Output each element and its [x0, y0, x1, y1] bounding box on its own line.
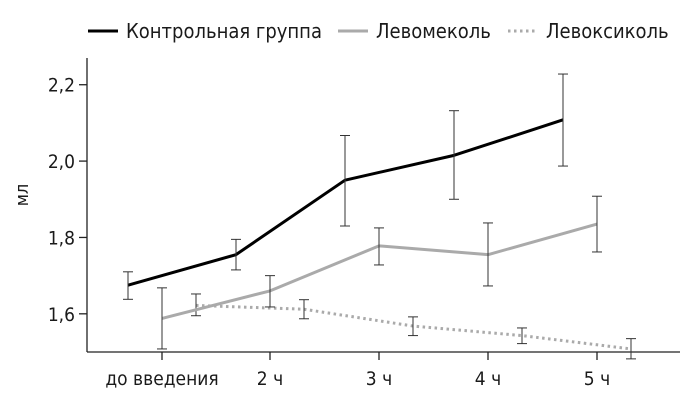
legend-label: Левоксиколь — [546, 19, 669, 43]
error-bar — [123, 271, 133, 300]
error-bar — [517, 327, 527, 345]
error-bar — [157, 287, 167, 350]
legend-label: Контрольная группа — [126, 19, 322, 43]
error-bar — [191, 293, 201, 317]
error-bar — [626, 338, 636, 360]
y-axis-label: мл — [12, 184, 33, 207]
error-bar — [340, 135, 350, 227]
error-bar — [483, 222, 493, 287]
error-bar — [265, 275, 275, 308]
legend-item-3: Левоксиколь — [508, 19, 669, 43]
y-tick-label: 1,6 — [48, 304, 75, 326]
x-tick-label: 3 ч — [366, 368, 392, 390]
legend-label: Левомеколь — [376, 19, 491, 43]
y-tick-label: 2,2 — [48, 75, 75, 97]
y-tick-label: 2,0 — [48, 151, 75, 173]
error-bar — [558, 73, 568, 167]
y-tick-label: 1,8 — [48, 227, 75, 249]
error-bar — [374, 227, 384, 266]
series-3 — [191, 293, 636, 360]
series-2 — [157, 195, 602, 350]
error-bar — [408, 316, 418, 337]
error-bar — [449, 110, 459, 200]
error-bar — [231, 238, 241, 271]
x-tick-label: 4 ч — [475, 368, 501, 390]
legend-item-2: Левомеколь — [338, 19, 491, 43]
axes: 1,6 1,8 2,0 2,2 до введения 2 ч 3 ч 4 ч 5 ч — [48, 58, 680, 390]
series-1 — [123, 73, 568, 300]
error-bar — [299, 299, 309, 320]
series-layer — [123, 73, 636, 360]
x-tick-label: до введения — [105, 368, 218, 390]
error-bar — [592, 195, 602, 253]
legend-item-1: Контрольная группа — [88, 19, 322, 43]
x-tick-label: 5 ч — [584, 368, 610, 390]
x-tick-label: 2 ч — [257, 368, 283, 390]
legend: Контрольная группа Левомеколь Левоксиколь — [88, 19, 669, 43]
